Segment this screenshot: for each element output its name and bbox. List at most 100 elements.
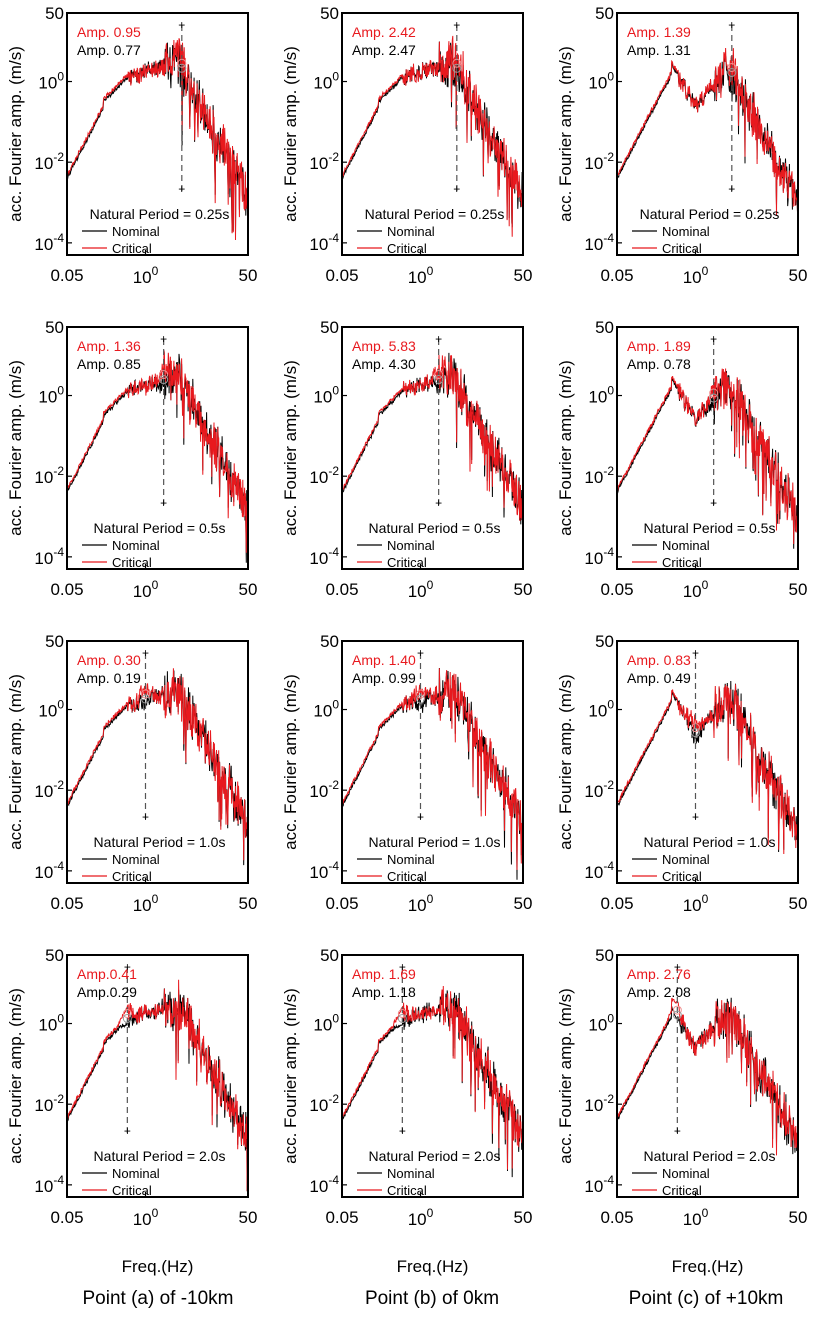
x-tick-label-50: 50	[239, 1208, 258, 1227]
y-tick-base: 10	[584, 782, 603, 801]
y-axis-label: acc. Fourier amp. (m/s)	[556, 360, 575, 536]
amp-critical-label: Amp. 1.89	[627, 338, 691, 354]
x-tick-base: 10	[408, 268, 427, 287]
x-tick-exp: 0	[702, 264, 709, 278]
y-tick-label-10^-2: 10-2	[309, 778, 339, 801]
y-axis-label: acc. Fourier amp. (m/s)	[6, 360, 25, 536]
y-tick-base: 10	[38, 74, 57, 93]
y-tick-base: 10	[584, 468, 603, 487]
y-tick-base: 10	[584, 549, 603, 568]
legend-nominal-label: Nominal	[112, 538, 160, 553]
critical-line	[67, 350, 248, 553]
x-tick-label-10^0: 100	[408, 264, 434, 287]
y-tick-exp: -4	[328, 859, 339, 873]
x-tick-exp: 0	[702, 892, 709, 906]
marker-bottom-cross: +	[435, 496, 442, 510]
y-tick-base: 10	[34, 549, 53, 568]
nominal-line	[67, 353, 248, 563]
critical-peak-marker	[727, 62, 737, 72]
nominal-peak-marker	[140, 694, 150, 704]
critical-line	[342, 668, 523, 870]
y-tick-label-10^-2: 10-2	[584, 150, 614, 173]
y-tick-label-10^-2: 10-2	[309, 1092, 339, 1115]
amp-critical-label: Amp. 1.36	[77, 338, 141, 354]
x-tick-label-50: 50	[514, 1208, 533, 1227]
amp-nominal-label: Amp. 2.47	[352, 42, 416, 58]
y-tick-label-50: 50	[45, 632, 64, 651]
y-tick-exp: -2	[603, 150, 614, 164]
y-tick-base: 10	[34, 863, 53, 882]
y-tick-exp: -4	[328, 545, 339, 559]
x-tick-label-10^0: 100	[683, 892, 709, 915]
critical-peak-marker	[122, 1009, 132, 1019]
y-tick-label-50: 50	[45, 318, 64, 337]
y-tick-exp: -2	[328, 778, 339, 792]
y-tick-exp: 0	[332, 1012, 339, 1026]
marker-bottom-cross: +	[710, 496, 717, 510]
y-tick-label-10^-2: 10-2	[584, 778, 614, 801]
y-tick-label-10^-4: 10-4	[309, 859, 339, 882]
y-tick-base: 10	[34, 468, 53, 487]
column-caption-a: Point (a) of -10km	[82, 1288, 234, 1309]
y-tick-label-10^-2: 10-2	[584, 1092, 614, 1115]
natural-period-label: Natural Period = 0.5s	[94, 520, 226, 536]
x-tick-exp: 0	[427, 1206, 434, 1220]
y-tick-exp: -2	[53, 778, 64, 792]
x-tick-base: 10	[683, 896, 702, 915]
nominal-peak-marker	[690, 728, 700, 738]
natural-period-label: Natural Period = 0.5s	[644, 520, 776, 536]
legend-nominal-label: Nominal	[387, 538, 435, 553]
amp-nominal-label: Amp. 0.99	[352, 670, 416, 686]
nominal-line	[342, 41, 523, 228]
critical-line	[342, 354, 523, 536]
nominal-peak-marker	[434, 375, 444, 385]
x-tick-base: 10	[408, 582, 427, 601]
y-axis-label: acc. Fourier amp. (m/s)	[556, 46, 575, 222]
y-tick-base: 10	[584, 235, 603, 254]
y-tick-exp: -2	[53, 1092, 64, 1106]
x-tick-label-50: 50	[239, 894, 258, 913]
y-tick-base: 10	[309, 549, 328, 568]
y-tick-exp: 0	[607, 1012, 614, 1026]
y-tick-base: 10	[34, 235, 53, 254]
legend-critical-label: Critical	[112, 1183, 152, 1198]
x-tick-base: 10	[683, 268, 702, 287]
y-tick-exp: -4	[328, 1173, 339, 1187]
y-tick-exp: -4	[603, 859, 614, 873]
amp-nominal-label: Amp. 1.31	[627, 42, 691, 58]
amp-nominal-label: Amp. 4.30	[352, 356, 416, 372]
y-tick-exp: -4	[328, 231, 339, 245]
y-tick-base: 10	[313, 702, 332, 721]
legend-critical-label: Critical	[112, 869, 152, 884]
legend-critical-label: Critical	[662, 241, 702, 256]
natural-period-label: Natural Period = 0.5s	[369, 520, 501, 536]
natural-period-label: Natural Period = 0.25s	[90, 206, 230, 222]
y-axis-label: acc. Fourier amp. (m/s)	[6, 46, 25, 222]
amp-nominal-label: Amp. 0.77	[77, 42, 141, 58]
legend-nominal-label: Nominal	[662, 224, 710, 239]
x-tick-exp: 0	[427, 578, 434, 592]
natural-period-label: Natural Period = 1.0s	[94, 834, 226, 850]
y-tick-base: 10	[584, 154, 603, 173]
y-tick-label-10^0: 100	[313, 698, 339, 721]
marker-top-cross: +	[399, 960, 406, 974]
y-tick-label-10^0: 100	[588, 698, 614, 721]
y-tick-label-10^0: 100	[38, 384, 64, 407]
y-tick-exp: 0	[57, 384, 64, 398]
y-tick-base: 10	[313, 388, 332, 407]
y-tick-base: 10	[584, 1096, 603, 1115]
y-tick-label-50: 50	[595, 946, 614, 965]
x-tick-base: 10	[408, 1210, 427, 1229]
y-tick-exp: 0	[57, 70, 64, 84]
y-tick-base: 10	[309, 1177, 328, 1196]
marker-top-cross: +	[728, 18, 735, 32]
panel-frame	[341, 640, 524, 884]
panel-frame	[616, 954, 799, 1198]
y-tick-exp: -2	[603, 778, 614, 792]
y-tick-exp: 0	[332, 70, 339, 84]
y-tick-exp: 0	[607, 70, 614, 84]
marker-bottom-cross: +	[399, 1124, 406, 1138]
